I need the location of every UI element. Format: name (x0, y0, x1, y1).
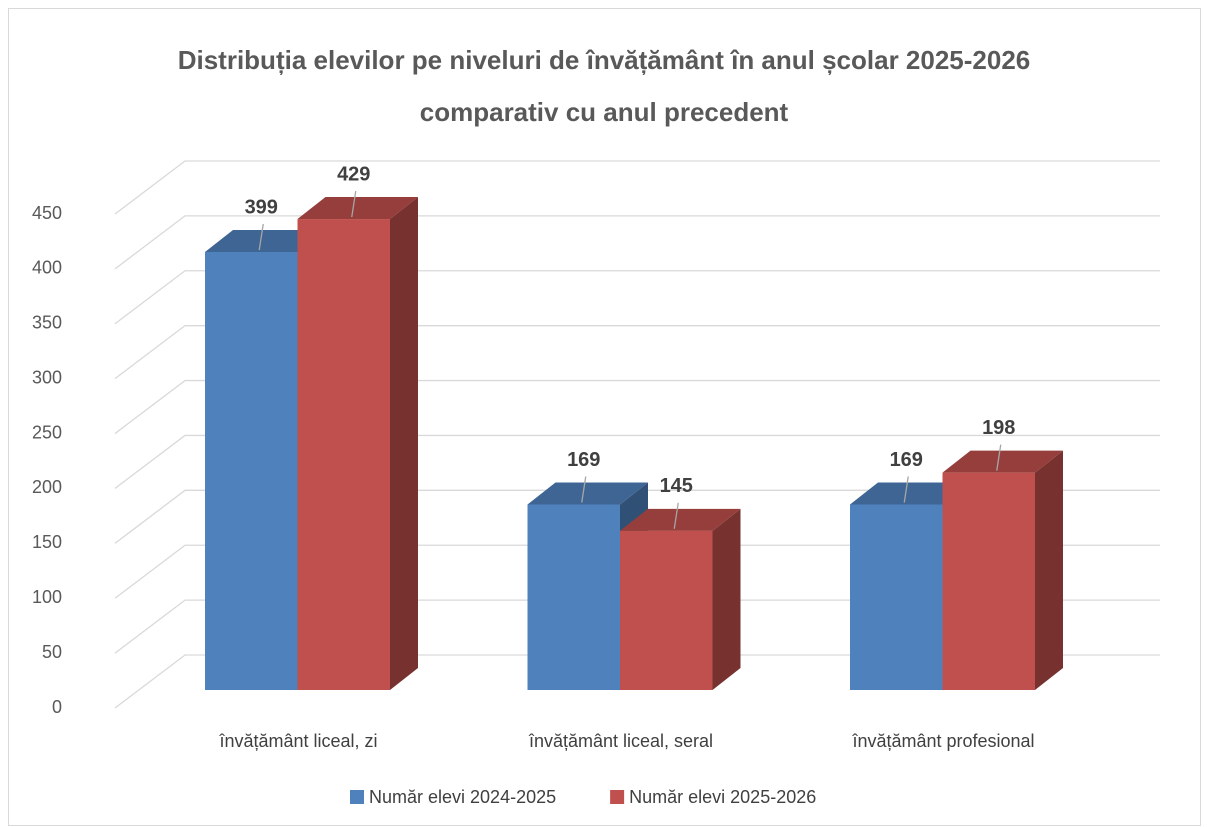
x-tick-label: învățământ liceal, zi (218, 731, 377, 751)
grid-line (114, 434, 1160, 489)
leader-line (673, 502, 679, 529)
legend-swatch (350, 790, 364, 804)
y-tick-label: 200 (32, 477, 62, 497)
data-label: 145 (660, 475, 693, 497)
bar-side (390, 197, 418, 690)
y-tick-label: 150 (32, 532, 62, 552)
y-tick-label: 50 (42, 642, 62, 662)
grid-line (114, 160, 1160, 215)
y-tick-label: 350 (32, 313, 62, 333)
leader-line (351, 190, 357, 218)
legend-swatch (610, 790, 625, 804)
data-label: 198 (982, 417, 1015, 439)
legend-label: Număr elevi 2024-2025 (369, 787, 556, 807)
chart-title: Distribuția elevilor pe niveluri de învă… (177, 45, 1031, 127)
grid-line (114, 544, 1160, 599)
data-label: 399 (245, 196, 278, 218)
leader-line (996, 444, 1002, 471)
grid-line (114, 379, 1160, 435)
bar (297, 197, 418, 690)
grid-line (114, 599, 1160, 654)
bar-top (527, 482, 648, 505)
bar (942, 450, 1063, 690)
bar-side (1035, 450, 1063, 690)
y-tick-label: 0 (52, 697, 62, 717)
bar-top (942, 450, 1063, 473)
bar-front (620, 530, 713, 690)
bar-top (205, 229, 326, 252)
y-tick-label: 450 (32, 203, 62, 223)
leader-line (903, 476, 909, 503)
y-tick-label: 400 (32, 258, 62, 278)
grid-line (114, 489, 1160, 544)
bar-top (620, 508, 741, 531)
grid-line (114, 270, 1160, 325)
x-tick-label: învățământ profesional (851, 731, 1034, 751)
bar-front (850, 504, 943, 690)
chart-border (8, 8, 1201, 826)
data-label: 169 (567, 449, 600, 471)
bar-front (942, 472, 1035, 690)
legend-label: Număr elevi 2025-2026 (629, 787, 816, 807)
grid-line (114, 325, 1160, 380)
bar-top (297, 197, 418, 220)
bar-front (297, 219, 390, 690)
data-label: 429 (337, 163, 370, 185)
leader-line (581, 476, 587, 503)
bar-front (527, 504, 620, 690)
bar-top (850, 482, 971, 505)
y-tick-label: 300 (32, 367, 62, 387)
bar-front (205, 251, 298, 690)
leader-line (258, 223, 264, 251)
grid-line (114, 215, 1160, 270)
bar (620, 508, 741, 690)
bar-side (712, 508, 741, 690)
x-tick-label: învățământ liceal, seral (528, 731, 713, 751)
grid-line (114, 654, 1160, 709)
y-tick-label: 100 (32, 587, 62, 607)
data-label: 169 (890, 449, 923, 471)
y-tick-label: 250 (32, 422, 62, 442)
